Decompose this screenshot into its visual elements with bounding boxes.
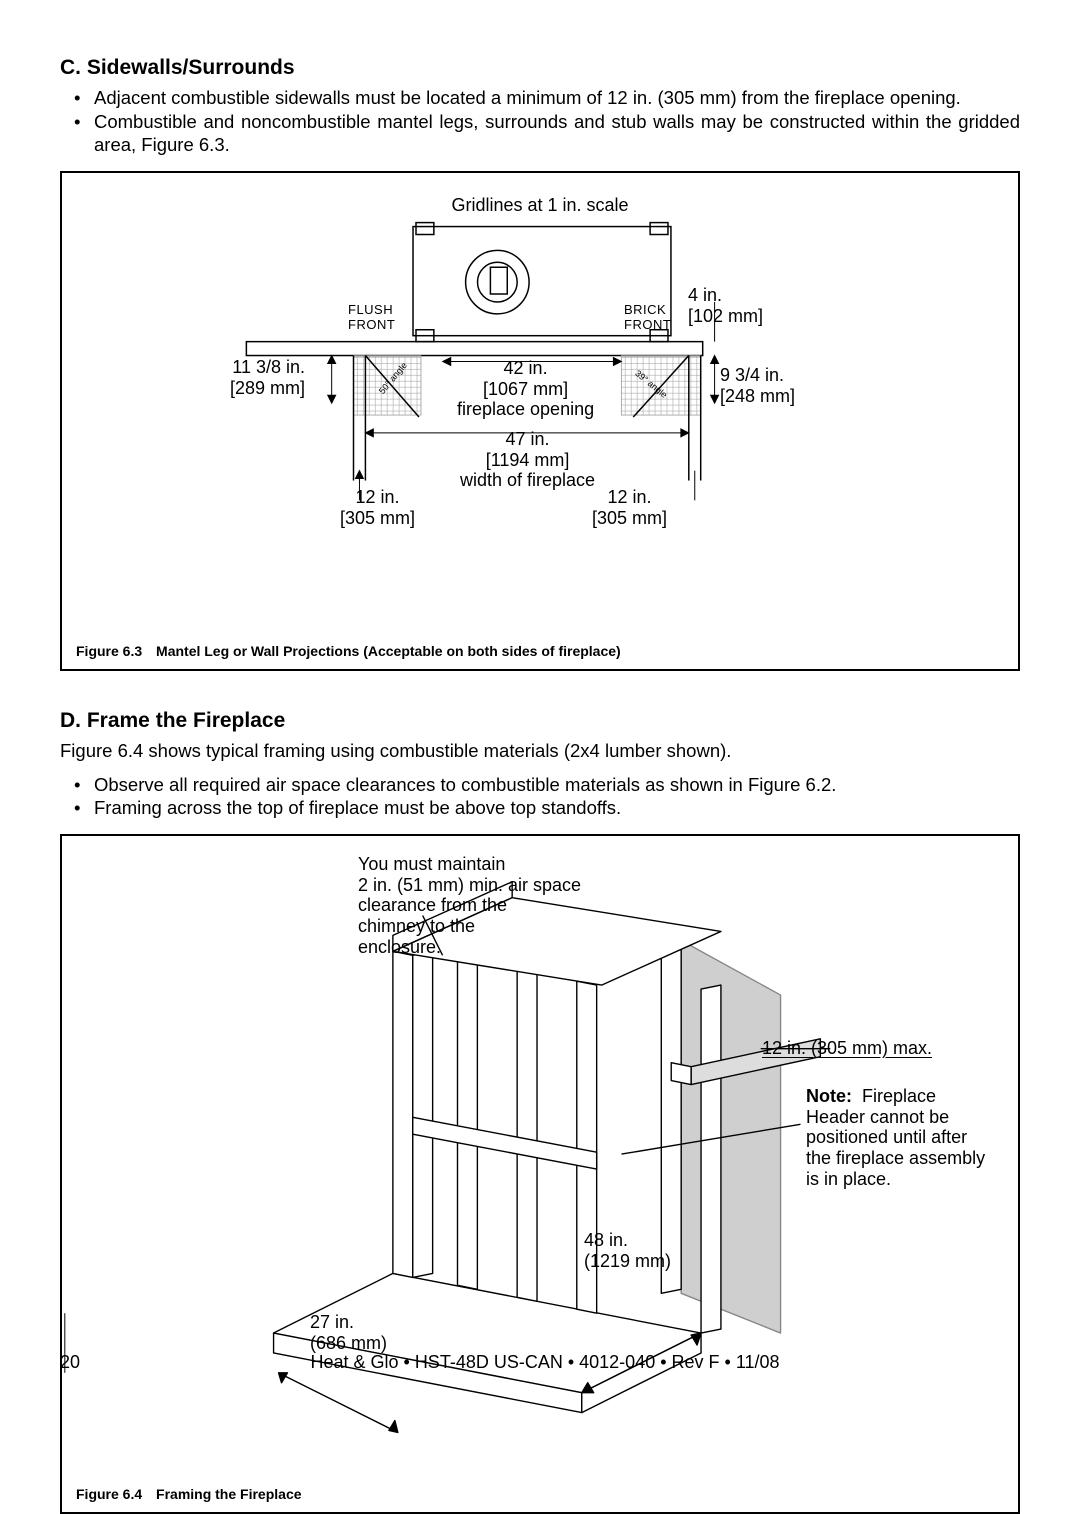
section-c-bullets: Adjacent combustible sidewalls must be l…: [60, 86, 1020, 157]
dim-4in: 4 in. [102 mm]: [688, 285, 763, 326]
dim-12in-left: 12 in. [305 mm]: [340, 487, 415, 528]
dim-48in: 48 in. (1219 mm): [584, 1230, 671, 1271]
header-note: Note: Fireplace Header cannot be positio…: [806, 1086, 1006, 1189]
dim-9-3-4: 9 3/4 in. [248 mm]: [720, 365, 795, 406]
brick-front-label: BRICK FRONT: [624, 303, 671, 333]
figure-6-4-text: Framing the Fireplace: [156, 1486, 301, 1502]
section-c-title: C. Sidewalls/Surrounds: [60, 56, 1020, 80]
gridlines-label: Gridlines at 1 in. scale: [62, 195, 1018, 216]
figure-6-3-text: Mantel Leg or Wall Projections (Acceptab…: [156, 643, 621, 659]
dim-12in-right: 12 in. [305 mm]: [592, 487, 667, 528]
section-d-intro: Figure 6.4 shows typical framing using c…: [60, 739, 1020, 763]
note-bold: Note:: [806, 1086, 852, 1106]
bullet-d1: Observe all required air space clearance…: [78, 773, 1020, 797]
figure-6-3-caption: Figure 6.3 Mantel Leg or Wall Projection…: [76, 643, 621, 659]
page-footer: 20 Heat & Glo • HST-48D US-CAN • 4012-04…: [60, 1352, 1020, 1373]
dim-11-3-8: 11 3/8 in. [289 mm]: [230, 357, 305, 398]
flush-front-label: FLUSH FRONT: [348, 303, 395, 333]
figure-6-3-diagram: [62, 173, 1018, 669]
figure-6-4: You must maintain 2 in. (51 mm) min. air…: [60, 834, 1020, 1514]
dim-27in: 27 in. (686 mm): [310, 1312, 387, 1353]
section-d-title: D. Frame the Fireplace: [60, 709, 1020, 733]
airspace-note: You must maintain 2 in. (51 mm) min. air…: [358, 854, 581, 957]
dim-42in: 42 in. [1067 mm] fireplace opening: [457, 358, 594, 420]
dim-12in-max: 12 in. (305 mm) max.: [762, 1038, 932, 1059]
footer-center-text: Heat & Glo • HST-48D US-CAN • 4012-040 •…: [125, 1352, 965, 1373]
bullet-c1: Adjacent combustible sidewalls must be l…: [78, 86, 1020, 110]
figure-6-4-caption: Figure 6.4 Framing the Fireplace: [76, 1486, 302, 1502]
dim-47in: 47 in. [1194 mm] width of fireplace: [460, 429, 595, 491]
section-d-bullets: Observe all required air space clearance…: [60, 773, 1020, 820]
bullet-c2: Combustible and noncombustible mantel le…: [78, 110, 1020, 157]
figure-6-3-num: Figure 6.3: [76, 643, 142, 659]
bullet-d2: Framing across the top of fireplace must…: [78, 796, 1020, 820]
page-number: 20: [60, 1352, 120, 1373]
figure-6-3: Gridlines at 1 in. scale FLUSH FRONT BRI…: [60, 171, 1020, 671]
figure-6-4-num: Figure 6.4: [76, 1486, 142, 1502]
